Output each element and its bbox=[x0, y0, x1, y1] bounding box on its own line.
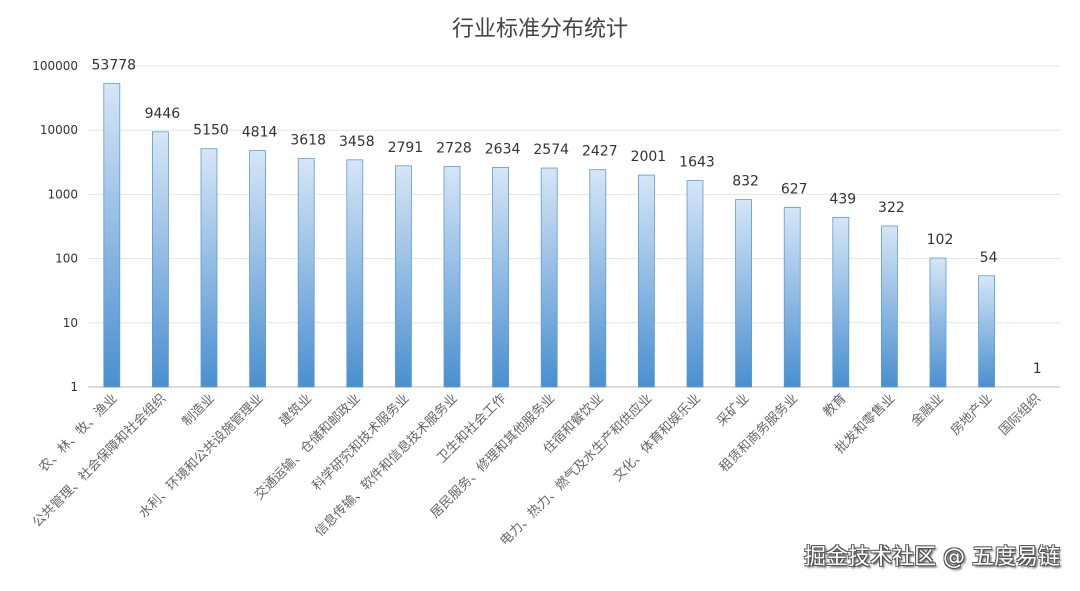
bar bbox=[103, 82, 121, 388]
x-tick-label: 教育 bbox=[820, 391, 850, 421]
y-tick-label: 100000 bbox=[32, 59, 78, 73]
y-tick-label: 100 bbox=[55, 252, 78, 266]
value-label: 2634 bbox=[485, 141, 521, 157]
value-label: 2001 bbox=[631, 149, 667, 165]
x-tick-label: 金融业 bbox=[908, 391, 947, 430]
value-label: 53778 bbox=[92, 57, 137, 73]
bar bbox=[249, 150, 267, 388]
value-label: 1 bbox=[1033, 361, 1042, 377]
bar bbox=[540, 167, 558, 388]
value-label: 9446 bbox=[145, 106, 181, 122]
bar bbox=[394, 165, 412, 388]
bar bbox=[297, 158, 315, 388]
bar bbox=[735, 199, 752, 388]
y-tick-label: 10000 bbox=[40, 123, 78, 137]
x-tick-label: 国际组织 bbox=[997, 391, 1044, 438]
value-label: 2574 bbox=[533, 142, 569, 158]
value-label: 5150 bbox=[193, 123, 229, 139]
x-tick-label: 房地产业 bbox=[947, 391, 995, 439]
value-label: 2791 bbox=[388, 140, 424, 156]
value-label: 3458 bbox=[339, 134, 375, 150]
bar bbox=[978, 275, 995, 388]
value-label: 1643 bbox=[679, 155, 715, 171]
x-tick-label: 制造业 bbox=[180, 391, 218, 429]
value-label: 832 bbox=[732, 174, 759, 190]
value-label: 102 bbox=[927, 232, 954, 248]
x-tick-label: 建筑业 bbox=[276, 391, 315, 430]
value-label: 4814 bbox=[242, 125, 278, 141]
bar bbox=[346, 159, 364, 388]
bar bbox=[832, 216, 850, 388]
value-label: 2427 bbox=[582, 144, 618, 160]
value-label: 439 bbox=[829, 191, 856, 207]
bar bbox=[151, 131, 169, 388]
watermark: 掘金技术社区 @ 五度易链 bbox=[804, 545, 1060, 570]
value-label: 322 bbox=[878, 200, 905, 216]
bar bbox=[686, 180, 704, 388]
value-label: 3618 bbox=[290, 133, 326, 149]
value-label: 627 bbox=[781, 181, 808, 197]
bar bbox=[638, 174, 655, 388]
value-label: 2728 bbox=[436, 140, 472, 156]
y-tick-label: 10 bbox=[63, 316, 78, 330]
value-label: 54 bbox=[980, 250, 998, 266]
bar bbox=[783, 207, 801, 388]
bar bbox=[492, 166, 510, 388]
y-tick-label: 1 bbox=[70, 380, 78, 394]
x-tick-label: 科学研究和技术服务业 bbox=[309, 391, 412, 494]
y-tick-label: 1000 bbox=[47, 187, 78, 201]
bar bbox=[929, 257, 947, 388]
bar bbox=[200, 148, 218, 388]
chart-title: 行业标准分布统计 bbox=[452, 17, 628, 42]
x-tick-label: 文化、体育和娱乐业 bbox=[610, 391, 704, 485]
bar bbox=[443, 166, 461, 388]
bar bbox=[881, 225, 898, 388]
x-tick-label: 采矿业 bbox=[714, 391, 752, 429]
bar bbox=[589, 169, 607, 388]
